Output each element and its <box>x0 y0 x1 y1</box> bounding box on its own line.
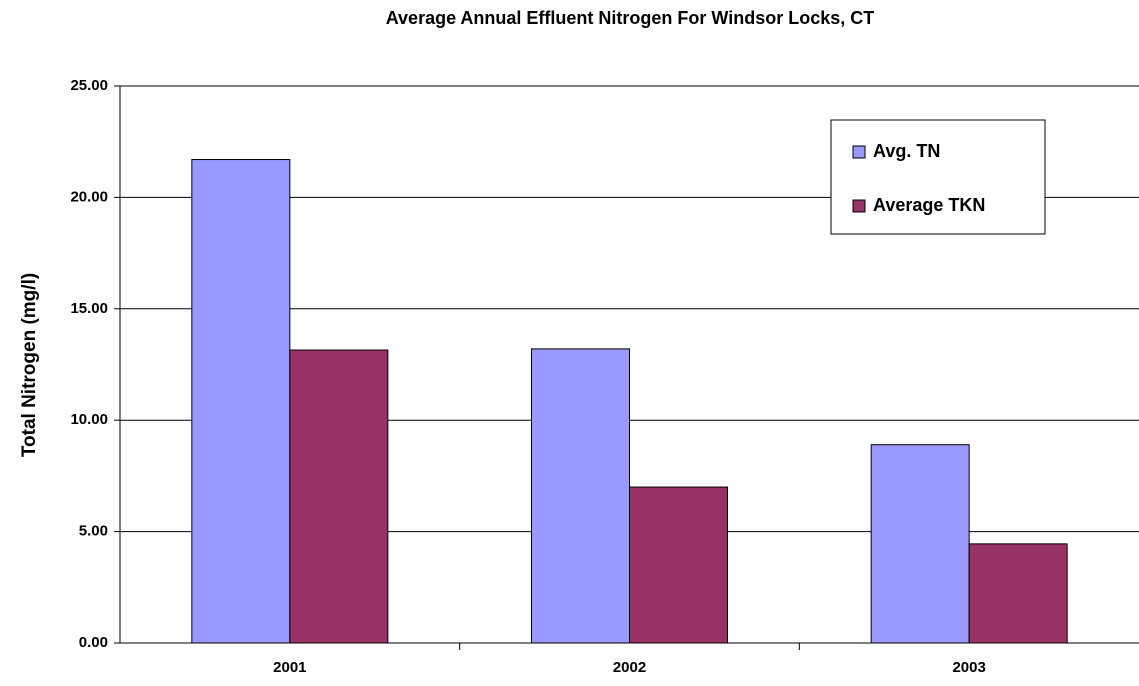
y-axis-label: Total Nitrogen (mg/l) <box>19 273 40 457</box>
legend-swatch <box>852 199 866 213</box>
bar <box>289 349 389 644</box>
bar <box>629 486 728 644</box>
chart-title: Average Annual Effluent Nitrogen For Win… <box>386 8 875 28</box>
legend-swatch <box>852 145 866 159</box>
x-tick-label: 2001 <box>273 659 306 676</box>
bar <box>968 543 1068 644</box>
legend-label: Average TKN <box>873 195 985 215</box>
legend-box <box>830 119 1046 235</box>
y-tick-label: 10.00 <box>70 411 108 428</box>
y-tick-label: 5.00 <box>79 523 108 540</box>
y-tick-label: 20.00 <box>70 188 108 205</box>
x-tick-label: 2003 <box>952 659 985 676</box>
bar <box>531 348 630 644</box>
bar <box>191 159 291 644</box>
y-tick-label: 0.00 <box>79 634 108 651</box>
legend-label: Avg. TN <box>873 141 940 161</box>
x-tick-label: 2002 <box>613 659 646 676</box>
bar <box>870 444 970 644</box>
y-tick-label: 25.00 <box>70 77 108 94</box>
y-tick-label: 15.00 <box>70 300 108 317</box>
